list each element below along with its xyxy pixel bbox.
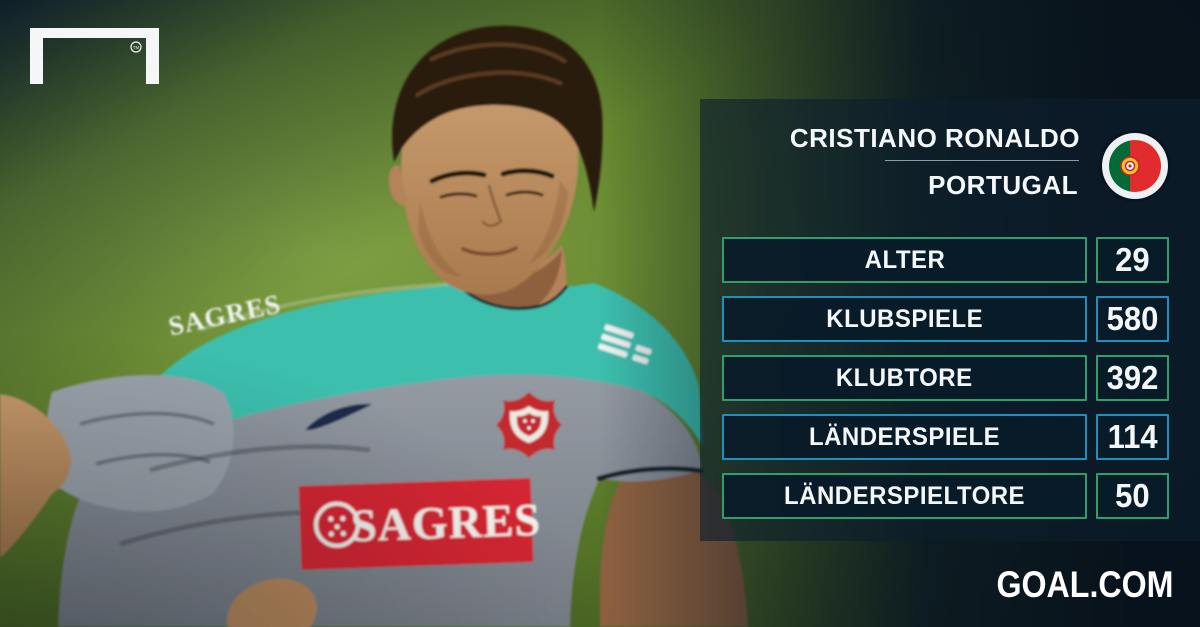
stat-row-laenderspiele: LÄNDERSPIELE 114 bbox=[722, 414, 1169, 460]
sagres-banner-text: SAGRES bbox=[350, 494, 542, 552]
player-name: CRISTIANO RONALDO bbox=[789, 123, 1080, 153]
stat-value: 50 bbox=[1115, 477, 1150, 514]
stat-value: 29 bbox=[1115, 241, 1150, 278]
goal-com-wordmark: GOAL.COM bbox=[995, 564, 1173, 605]
trademark-symbol: TM bbox=[133, 45, 140, 50]
stat-label: ALTER bbox=[864, 245, 945, 274]
stat-value-box: 50 bbox=[1096, 473, 1169, 519]
stat-value-box: 29 bbox=[1096, 237, 1169, 283]
stat-row-klubspiele: KLUBSPIELE 580 bbox=[722, 296, 1169, 342]
stat-label-box: LÄNDERSPIELTORE bbox=[722, 473, 1087, 519]
stat-label-box: LÄNDERSPIELE bbox=[722, 414, 1087, 460]
stat-value-box: 580 bbox=[1096, 296, 1169, 342]
stat-label: LÄNDERSPIELTORE bbox=[783, 481, 1025, 510]
goalpost-logo: TM bbox=[30, 28, 159, 84]
sagres-banner: SAGRES bbox=[298, 478, 542, 570]
stat-value: 580 bbox=[1106, 300, 1159, 337]
stat-row-laenderspieltore: LÄNDERSPIELTORE 50 bbox=[722, 473, 1169, 519]
stats-rows: ALTER 29 KLUBSPIELE 580 KLUBTORE bbox=[722, 237, 1169, 519]
stat-label-box: KLUBSPIELE bbox=[722, 296, 1087, 342]
portugal-crest bbox=[496, 392, 562, 458]
stat-label: LÄNDERSPIELE bbox=[808, 422, 1001, 451]
stat-row-alter: ALTER 29 bbox=[722, 237, 1169, 283]
stat-label: KLUBSPIELE bbox=[826, 304, 983, 333]
stat-value: 114 bbox=[1107, 418, 1158, 455]
stat-label-box: KLUBTORE bbox=[722, 355, 1087, 401]
stat-row-klubtore: KLUBTORE 392 bbox=[722, 355, 1169, 401]
left-sleeve bbox=[46, 374, 234, 512]
header-divider bbox=[885, 160, 1079, 161]
portugal-flag-badge bbox=[1099, 130, 1171, 202]
stats-panel: CRISTIANO RONALDO PORTUGAL ALTER 29 bbox=[700, 99, 1200, 541]
stat-value-box: 392 bbox=[1096, 355, 1169, 401]
team-name: PORTUGAL bbox=[928, 170, 1078, 200]
stat-value: 392 bbox=[1106, 359, 1159, 396]
stat-value-box: 114 bbox=[1096, 414, 1169, 460]
stat-label: KLUBTORE bbox=[836, 363, 973, 392]
stat-label-box: ALTER bbox=[722, 237, 1087, 283]
